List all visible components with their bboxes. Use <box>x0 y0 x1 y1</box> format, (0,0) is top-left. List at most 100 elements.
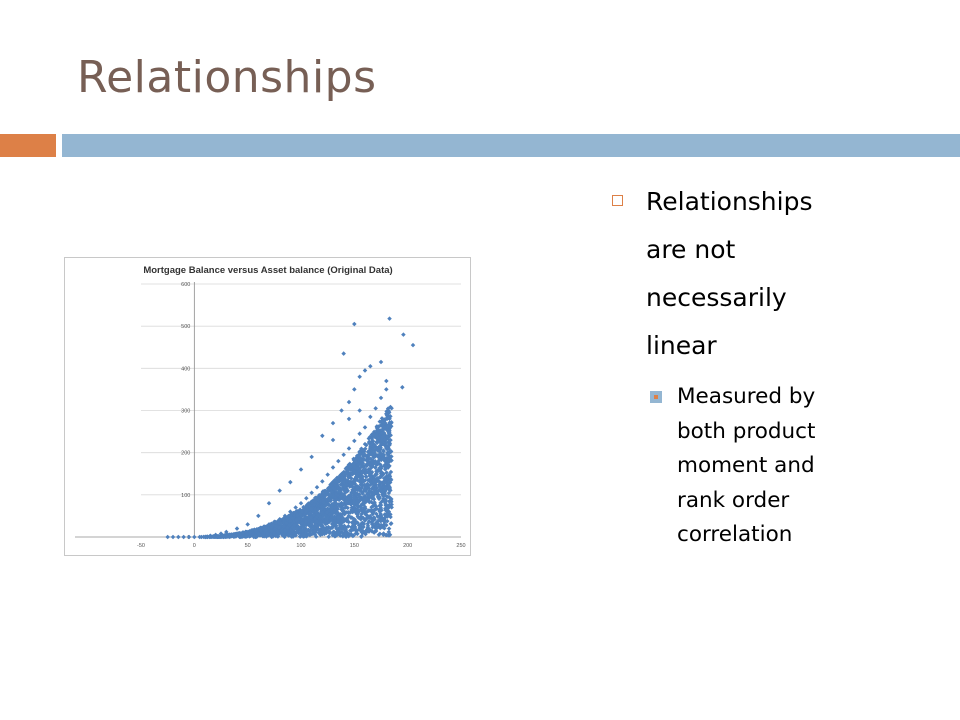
scatter-point <box>351 495 357 500</box>
scatter-point <box>352 387 357 392</box>
scatter-point <box>344 465 349 470</box>
scatter-point <box>331 519 336 524</box>
scatter-point <box>383 532 389 538</box>
scatter-point <box>359 521 364 526</box>
bullet-main-line: Relationships <box>646 187 813 216</box>
y-tick-label: 400 <box>181 366 190 372</box>
scatter-point <box>348 464 353 470</box>
y-tick-label: 300 <box>181 409 190 415</box>
scatter-point <box>354 520 359 525</box>
scatter-point <box>320 433 325 439</box>
scatter-point <box>388 414 393 419</box>
scatter-point <box>298 467 304 472</box>
scatter-point <box>362 368 368 373</box>
scatter-point <box>352 321 357 327</box>
scatter-point <box>309 506 314 512</box>
scatter-point <box>363 529 369 535</box>
scatter-point <box>383 497 388 503</box>
scatter-point <box>374 471 379 477</box>
scatter-point <box>348 528 353 533</box>
scatter-point <box>376 532 382 537</box>
scatter-point <box>309 531 315 537</box>
scatter-point <box>341 452 346 458</box>
scatter-point <box>368 435 374 441</box>
scatter-point <box>176 534 181 540</box>
scatter-point <box>289 534 294 539</box>
scatter-point <box>352 438 357 444</box>
scatter-point <box>366 449 371 454</box>
scatter-point <box>165 534 170 540</box>
scatter-point <box>298 501 304 506</box>
scatter-point <box>375 427 381 433</box>
bullet-main-line: necessarily <box>646 283 787 312</box>
x-tick-label: 250 <box>456 543 465 549</box>
scatter-point <box>357 408 362 413</box>
scatter-point <box>346 524 351 529</box>
scatter-point <box>382 441 388 446</box>
x-tick-label: -50 <box>137 543 145 549</box>
scatter-point <box>342 523 347 529</box>
scatter-point <box>372 442 377 448</box>
x-tick-label: 150 <box>350 543 359 549</box>
scatter-point <box>371 515 377 520</box>
scatter-point <box>379 419 385 424</box>
scatter-point <box>382 437 388 442</box>
scatter-point <box>330 437 336 443</box>
scatter-point <box>304 495 309 501</box>
hollow-square-icon <box>612 195 623 206</box>
scatter-point <box>293 505 298 510</box>
scatter-point <box>380 452 386 457</box>
scatter-point <box>359 489 364 494</box>
bullet-sub-line: both product <box>677 418 816 444</box>
bullet-main: Relationships are not necessarily linear <box>608 178 948 370</box>
scatter-point <box>387 450 392 456</box>
scatter-point <box>357 450 362 456</box>
scatter-point <box>331 529 337 535</box>
scatter-point <box>362 509 367 514</box>
scatter-point <box>357 431 362 436</box>
scatter-point <box>315 506 321 512</box>
scatter-point <box>323 489 329 494</box>
scatter-point <box>368 363 373 369</box>
scatter-point <box>373 465 378 471</box>
scatter-point <box>340 506 346 511</box>
scatter-point <box>386 490 392 496</box>
scatter-point <box>329 506 334 511</box>
scatter-point <box>306 519 312 524</box>
scatter-point <box>360 461 366 466</box>
scatter-point <box>357 495 362 500</box>
scatter-point <box>343 482 349 487</box>
scatter-point <box>372 476 377 481</box>
scatter-point <box>349 507 354 513</box>
y-tick-labels: 0100200300400500600 <box>181 282 190 541</box>
scatter-point <box>367 494 372 499</box>
scatter-point <box>335 518 341 523</box>
y-tick-label: 500 <box>181 324 190 330</box>
scatter-point <box>331 509 337 514</box>
scatter-point <box>366 519 372 524</box>
scatter-point <box>288 479 293 485</box>
scatter-point <box>389 406 394 411</box>
x-tick-label: 50 <box>245 543 251 549</box>
scatter-point <box>354 453 360 459</box>
scatter-point <box>367 440 372 445</box>
scatter-point <box>377 468 383 473</box>
scatter-point <box>341 479 346 485</box>
scatter-point <box>321 500 326 505</box>
x-tick-label: 100 <box>296 543 305 549</box>
scatter-point <box>400 385 405 390</box>
scatter-point <box>368 414 373 420</box>
accent-bar-blue <box>62 134 960 157</box>
scatter-point <box>353 459 358 464</box>
scatter-point <box>328 492 333 498</box>
scatter-point <box>346 474 351 480</box>
chart-title: Mortgage Balance versus Asset balance (O… <box>143 265 392 276</box>
bullet-main-line: are not <box>646 235 736 264</box>
scatter-point <box>343 471 349 476</box>
scatter-point <box>336 475 342 480</box>
scatter-point <box>410 342 416 348</box>
bullet-list: Relationships are not necessarily linear… <box>608 178 948 553</box>
scatter-point <box>170 534 176 540</box>
scatter-point <box>353 527 358 532</box>
scatter-point <box>381 532 386 538</box>
